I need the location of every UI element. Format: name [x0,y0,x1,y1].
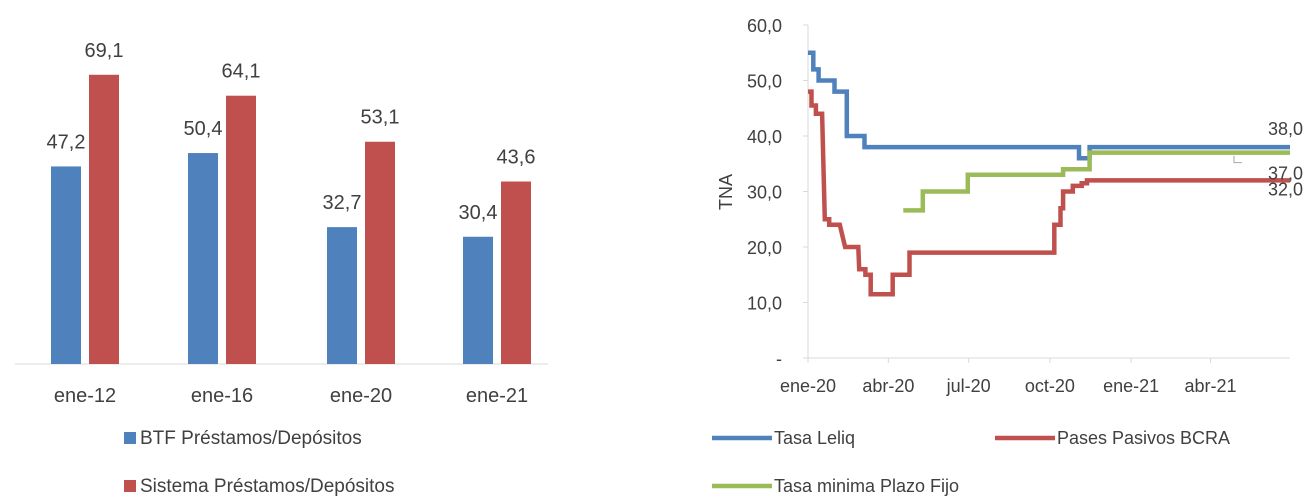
bar-data-label: 43,6 [497,147,536,169]
bar-chart: 47,2 69,1 50,4 64,1 32,7 53,1 30,4 43,6 ene-12 e… [15,40,548,497]
legend-label: Tasa minima Plazo Fijo [774,476,959,496]
series-line-tasa-leliq [808,50,1290,161]
category-label: ene-12 [54,385,116,407]
y-tick-label: 20,0 [747,238,782,258]
x-tick-label: oct-20 [1025,376,1075,396]
legend-label: BTF Préstamos/Depósitos [140,428,362,449]
legend-label: Pases Pasivos BCRA [1057,428,1230,448]
end-label-leader-line [1233,155,1242,164]
series-end-label: 32,0 [1268,179,1303,199]
bar-sistema-ene-21 [501,181,531,364]
bar-sistema-ene-20 [365,141,395,364]
bar-btf-ene-20 [327,227,357,364]
bar-data-label: 32,7 [323,192,362,214]
legend-label: Tasa Leliq [774,428,855,448]
bar-data-label: 30,4 [459,202,498,224]
category-label: ene-20 [330,385,392,407]
series-line-pases-pasivos-bcra [808,89,1290,297]
category-label: ene-21 [466,385,528,407]
y-tick-label: 30,0 [747,183,782,203]
series-end-label: 38,0 [1268,119,1303,139]
bar-data-label: 64,1 [222,61,261,83]
y-tick-label: 40,0 [747,127,782,147]
legend-swatch [124,432,136,444]
y-tick-label: 50,0 [747,72,782,92]
y-tick-label: - [776,349,782,369]
bar-sistema-ene-16 [226,95,256,365]
x-tick-label: abr-20 [862,376,914,396]
bar-data-label: 69,1 [85,40,124,62]
bar-btf-ene-16 [188,153,218,364]
y-tick-label: 10,0 [747,294,782,314]
legend-label: Sistema Préstamos/Depósitos [140,476,395,497]
bar-btf-ene-21 [463,236,493,364]
y-tick-label: 60,0 [747,16,782,36]
x-tick-label: ene-20 [780,376,836,396]
x-tick-label: jul-20 [946,376,991,396]
series-end-label: 37,0 [1268,164,1303,184]
category-label: ene-16 [191,385,253,407]
bar-data-label: 53,1 [361,107,400,129]
x-tick-label: ene-21 [1103,376,1159,396]
bar-data-label: 50,4 [184,118,223,140]
legend-swatch [124,480,136,492]
y-axis-label: TNA [716,174,736,210]
bar-btf-ene-12 [51,166,81,364]
series-line-tasa-minima-plazo-fijo [903,150,1290,213]
bar-sistema-ene-12 [89,74,119,364]
bar-data-label: 47,2 [47,131,86,153]
x-tick-label: abr-21 [1185,376,1237,396]
